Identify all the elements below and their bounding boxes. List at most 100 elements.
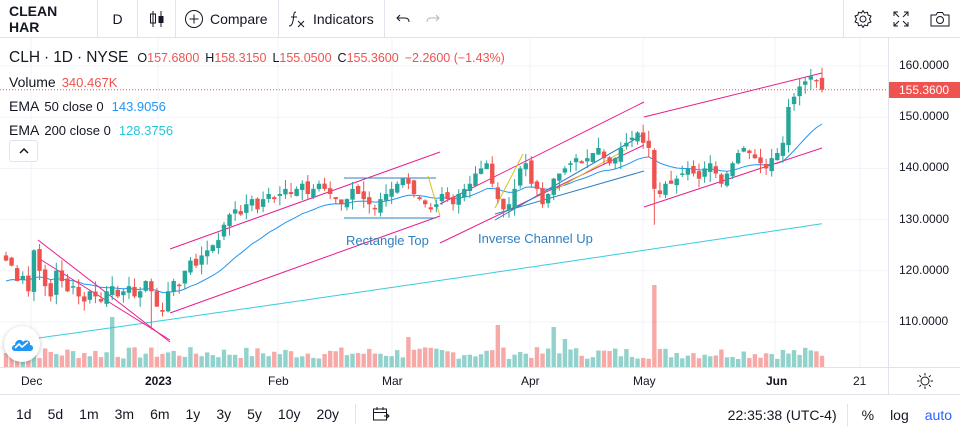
volume-bar (601, 350, 607, 367)
volume-bar (724, 357, 730, 367)
top-toolbar: CLEAN HAR D Compare Indicators (0, 0, 960, 38)
price-tick: 140.0000 (899, 160, 950, 174)
range-3m-button[interactable]: 3m (114, 406, 135, 422)
candle-body (613, 158, 618, 164)
candle-body (680, 173, 685, 175)
candle-body (797, 86, 802, 97)
volume-bar (534, 347, 540, 367)
candle-body (244, 204, 249, 213)
redo-icon[interactable] (425, 11, 441, 27)
range-6m-button[interactable]: 6m (150, 406, 170, 422)
channel-down-line (37, 257, 171, 341)
volume-bar (506, 358, 512, 367)
volume-bar (266, 356, 271, 367)
range-5y-button[interactable]: 5y (247, 406, 262, 422)
undo-redo-group (385, 0, 451, 38)
range-5d-button[interactable]: 5d (47, 406, 64, 422)
candle-body (294, 188, 299, 196)
undo-icon[interactable] (395, 11, 411, 27)
candle-body (232, 209, 238, 214)
volume-bar (551, 327, 556, 367)
bottom-toolbar: 1d 5d 1m 3m 6m 1y 3y 5y 10y 20y 22:35:38… (0, 394, 960, 433)
indicators-label: Indicators (313, 10, 374, 27)
ohlc-row: CLH · 1D · NYSE O 157.6800 H 158.3150 L 155… (9, 46, 505, 70)
range-3y-button[interactable]: 3y (216, 406, 232, 422)
candle-body (791, 96, 797, 105)
volume-bar (232, 354, 238, 367)
candle-body (333, 197, 338, 200)
compare-button[interactable]: Compare (176, 0, 279, 38)
volume-row[interactable]: Volume 340.467K (9, 70, 505, 94)
legend-ticker[interactable]: CLH (9, 49, 41, 66)
go-to-date-button[interactable] (364, 395, 398, 434)
volume-bar (708, 356, 713, 367)
timezone-clock[interactable]: 22:35:38 (UTC-4) (728, 403, 848, 426)
volume-bar (640, 358, 646, 367)
legend-collapse-button[interactable] (9, 140, 38, 162)
volume-bar (775, 358, 780, 367)
price-scale[interactable]: 160.0000 150.0000 140.0000 130.0000 120.… (888, 38, 960, 367)
candle-body (663, 183, 668, 195)
candle-body (668, 180, 674, 184)
change-value: −2.2600 (−1.43%) (404, 51, 505, 65)
candle-body (473, 173, 478, 187)
ema200-line (5, 223, 823, 343)
price-tick: 160.0000 (899, 58, 950, 72)
volume-bar (70, 351, 76, 367)
volume-bar (238, 358, 243, 367)
channel-down-line (37, 239, 171, 343)
volume-bar (797, 354, 802, 367)
volume-bar (395, 350, 400, 367)
range-10y-button[interactable]: 10y (277, 406, 301, 422)
rectangle-top-label: Rectangle Top (346, 233, 429, 248)
candle-body (65, 278, 70, 292)
gear-icon (854, 10, 871, 28)
indicators-button[interactable]: Indicators (279, 0, 385, 38)
ema50-row[interactable]: EMA 50 close 0 143.9056 (9, 94, 505, 118)
volume-bar (713, 355, 719, 367)
volume-bar (283, 349, 288, 367)
range-20y-button[interactable]: 20y (316, 406, 340, 422)
ema200-row[interactable]: EMA 200 close 0 128.3756 (9, 118, 505, 142)
settings-button[interactable] (843, 0, 881, 38)
candle-body (467, 183, 473, 191)
auto-scale-button[interactable]: auto (924, 406, 952, 423)
log-scale-button[interactable]: log (890, 406, 909, 423)
candle-body (344, 199, 350, 208)
candle-body (769, 158, 774, 172)
candle-body (601, 151, 607, 159)
candle-body (305, 181, 311, 194)
volume-bar (808, 350, 814, 367)
percent-scale-button[interactable]: % (861, 406, 875, 423)
range-1d-button[interactable]: 1d (16, 406, 32, 422)
fullscreen-button[interactable] (882, 0, 920, 38)
candle-body (685, 168, 691, 175)
volume-bar (121, 358, 126, 367)
volume-bar (255, 348, 260, 367)
price-chart[interactable] (0, 38, 888, 367)
inverse-channel-up-label: Inverse Channel Up (478, 231, 593, 246)
volume-bar (177, 355, 182, 367)
candle-body (696, 171, 702, 179)
symbol-search-button[interactable]: CLEAN HAR (0, 0, 98, 38)
candle-body (551, 178, 556, 195)
scale-settings-button[interactable] (888, 367, 960, 394)
volume-bar (132, 347, 137, 367)
range-1m-button[interactable]: 1m (79, 406, 99, 422)
time-scale[interactable]: Dec 2023 Feb Mar Apr May Jun 21 (0, 367, 888, 394)
ema50-label: EMA (9, 98, 40, 114)
volume-bar (372, 353, 378, 367)
volume-bar (339, 347, 344, 367)
fullscreen-icon (893, 11, 909, 27)
brand-logo[interactable] (4, 326, 40, 362)
candle-body (456, 194, 461, 205)
snapshot-button[interactable] (921, 0, 959, 38)
candle-body (730, 163, 735, 177)
interval-button[interactable]: D (98, 0, 138, 38)
sun-settings-icon (916, 373, 933, 389)
chart-type-button[interactable] (138, 0, 176, 38)
ema50-line (5, 123, 823, 294)
range-1y-button[interactable]: 1y (185, 406, 201, 422)
volume-bar (445, 351, 450, 367)
candle-body (735, 153, 741, 164)
